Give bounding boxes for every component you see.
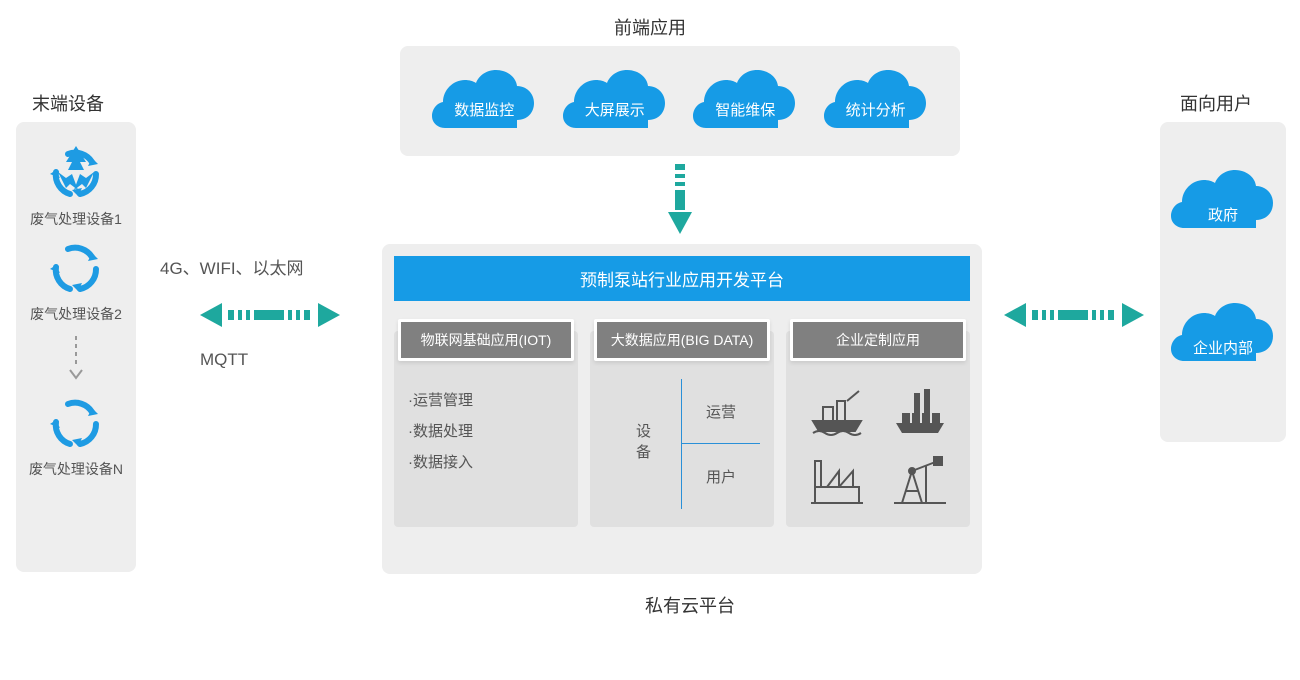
bigdata-column: 大数据应用(BIG DATA) 设备 运营 用户	[590, 331, 774, 527]
custom-header: 企业定制应用	[790, 319, 966, 361]
bigdata-top-cell: 运营	[682, 379, 760, 444]
bigdata-left-cell: 设备	[604, 379, 682, 509]
iot-item: ·数据接入	[408, 451, 564, 472]
device-item: 废气处理设备N	[22, 394, 130, 479]
device-item: 废气处理设备1	[22, 144, 130, 229]
iot-item: ·运营管理	[408, 389, 564, 410]
device-label: 废气处理设备N	[22, 459, 130, 479]
cloud-item: 大屏展示	[560, 64, 670, 132]
cloud-label: 统计分析	[821, 99, 931, 120]
iot-item: ·数据处理	[408, 420, 564, 441]
user-cloud-item: 企业内部	[1168, 297, 1278, 370]
device-label: 废气处理设备1	[22, 209, 130, 229]
arrow-down-icon	[665, 164, 695, 234]
iot-header: 物联网基础应用(IOT)	[398, 319, 574, 361]
device-item: 废气处理设备2	[22, 239, 130, 324]
factory-icon	[809, 451, 865, 507]
user-cloud-label: 企业内部	[1168, 337, 1278, 358]
top-cloud-panel: 数据监控 大屏展示 智能维保 统计分析	[400, 46, 960, 156]
cloud-item: 数据监控	[429, 64, 539, 132]
left-section-title: 末端设备	[32, 90, 132, 116]
bigdata-bottom-cell: 用户	[682, 444, 760, 509]
right-section-title: 面向用户	[1180, 90, 1280, 116]
biarrow-right-icon	[1004, 300, 1144, 330]
recycle-icon	[48, 144, 104, 200]
user-cloud-item: 政府	[1168, 164, 1278, 237]
cloud-item: 智能维保	[690, 64, 800, 132]
cloud-item: 统计分析	[821, 64, 931, 132]
protocol-label: MQTT	[200, 350, 248, 370]
top-section-title: 前端应用	[590, 14, 710, 40]
left-devices-panel: 废气处理设备1 废气处理设备2	[16, 122, 136, 572]
iot-column: 物联网基础应用(IOT) ·运营管理 ·数据处理 ·数据接入	[394, 331, 578, 527]
cloud-label: 智能维保	[690, 99, 800, 120]
center-platform-panel: 预制泵站行业应用开发平台 物联网基础应用(IOT) ·运营管理 ·数据处理 ·数…	[382, 244, 982, 574]
cloud-label: 大屏展示	[560, 99, 670, 120]
recycle-icon	[48, 239, 104, 295]
iot-body: ·运营管理 ·数据处理 ·数据接入	[402, 369, 570, 519]
platform-title: 预制泵站行业应用开发平台	[394, 256, 970, 301]
biarrow-left-icon	[200, 300, 340, 330]
right-users-panel: 政府 企业内部	[1160, 122, 1286, 442]
cargo-ship-icon	[892, 381, 948, 437]
recycle-icon	[48, 394, 104, 450]
cloud-label: 数据监控	[429, 99, 539, 120]
ship-icon	[809, 381, 865, 437]
device-label: 废气处理设备2	[22, 304, 130, 324]
bigdata-header: 大数据应用(BIG DATA)	[594, 319, 770, 361]
user-cloud-label: 政府	[1168, 204, 1278, 225]
network-label: 4G、WIFI、以太网	[160, 254, 304, 279]
ellipsis-icon	[22, 334, 130, 384]
bigdata-body: 设备 运营 用户	[598, 369, 766, 519]
oil-pump-icon	[892, 451, 948, 507]
center-footer-title: 私有云平台	[620, 592, 760, 618]
custom-column: 企业定制应用	[786, 331, 970, 527]
custom-body	[794, 369, 962, 519]
